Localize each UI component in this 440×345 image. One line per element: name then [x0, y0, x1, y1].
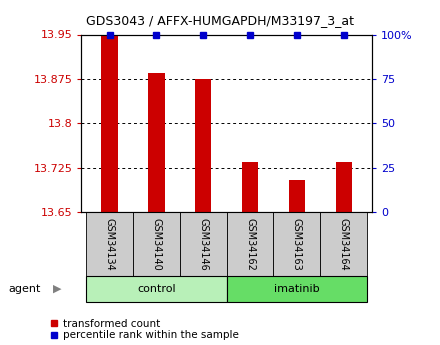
- Bar: [133, 212, 180, 276]
- Text: GSM34162: GSM34162: [245, 218, 255, 270]
- Text: GSM34134: GSM34134: [105, 218, 114, 270]
- Text: GSM34163: GSM34163: [292, 218, 302, 270]
- Text: control: control: [137, 284, 176, 294]
- Bar: [101, 34, 118, 212]
- Bar: [242, 162, 258, 212]
- Bar: [336, 162, 352, 212]
- Bar: [273, 212, 320, 276]
- Bar: [227, 276, 367, 302]
- Text: GSM34140: GSM34140: [151, 218, 161, 270]
- Text: imatinib: imatinib: [274, 284, 320, 294]
- Bar: [148, 73, 165, 212]
- Bar: [180, 212, 227, 276]
- Bar: [289, 180, 305, 212]
- Text: ▶: ▶: [53, 284, 62, 294]
- Bar: [86, 212, 133, 276]
- Bar: [195, 79, 211, 212]
- Text: GSM34146: GSM34146: [198, 218, 208, 270]
- Bar: [227, 212, 273, 276]
- Text: agent: agent: [9, 284, 41, 294]
- Bar: [320, 212, 367, 276]
- Text: GDS3043 / AFFX-HUMGAPDH/M33197_3_at: GDS3043 / AFFX-HUMGAPDH/M33197_3_at: [86, 14, 354, 27]
- Legend: transformed count, percentile rank within the sample: transformed count, percentile rank withi…: [49, 318, 240, 342]
- Bar: [86, 276, 227, 302]
- Text: GSM34164: GSM34164: [339, 218, 348, 270]
